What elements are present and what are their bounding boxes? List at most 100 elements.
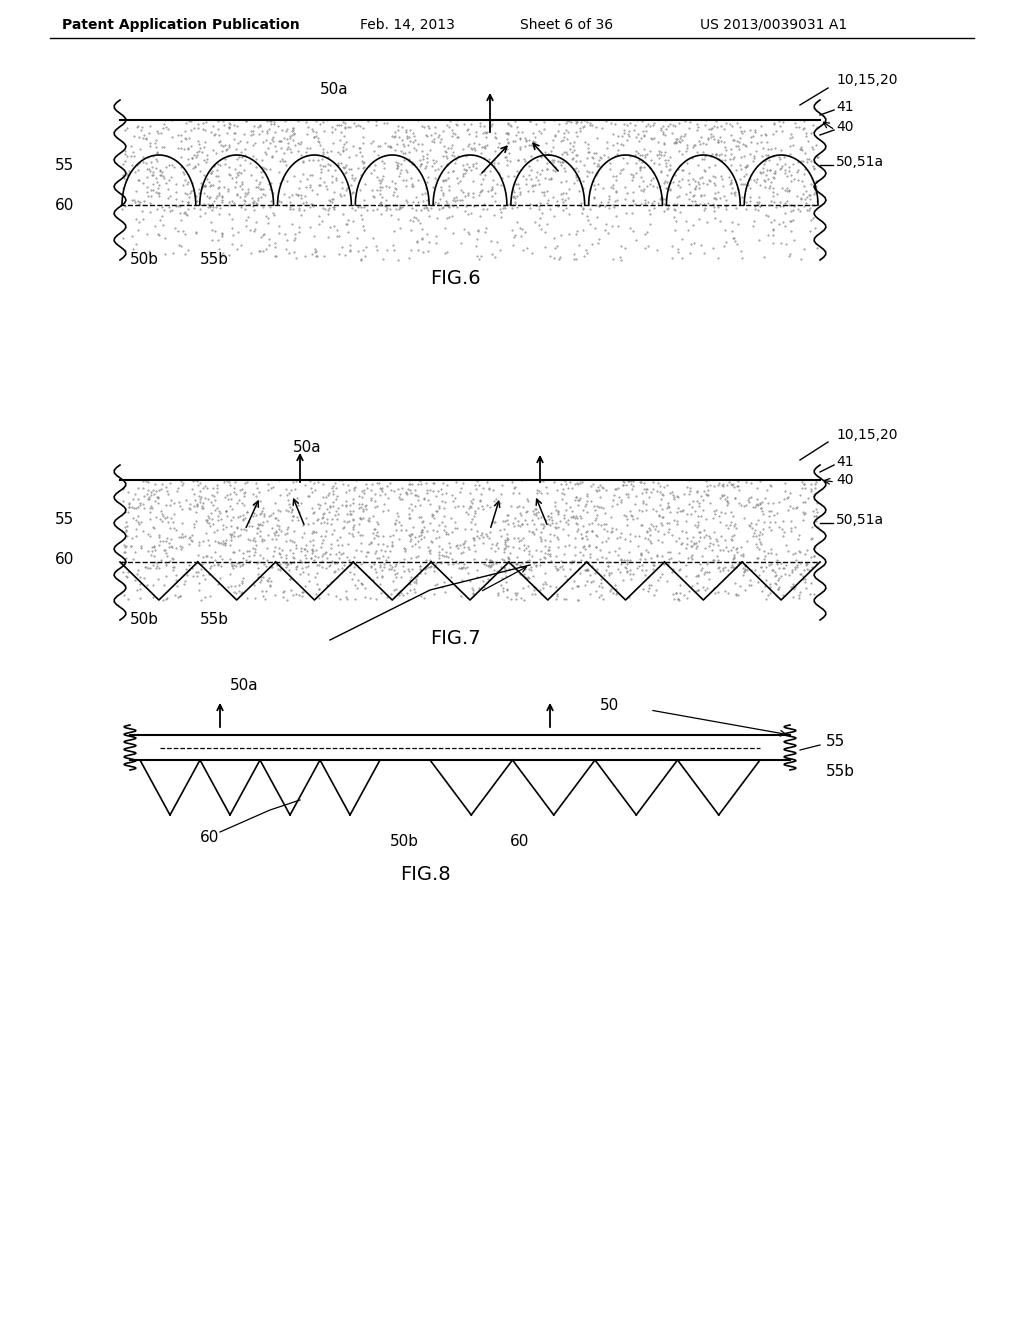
Point (799, 199, 815, 220)
Point (353, 205, 370, 226)
Point (194, 487, 210, 508)
Point (606, 478, 623, 499)
Point (209, 496, 225, 517)
Point (221, 191, 238, 213)
Point (263, 504, 280, 525)
Point (526, 583, 543, 605)
Point (641, 199, 657, 220)
Point (443, 144, 460, 165)
Point (691, 168, 708, 189)
Point (724, 529, 740, 550)
Point (241, 545, 257, 566)
Point (739, 174, 756, 195)
Point (803, 478, 819, 499)
Point (651, 144, 668, 165)
Point (609, 478, 626, 499)
Point (486, 149, 503, 170)
Point (808, 471, 824, 492)
Point (184, 565, 201, 586)
Point (620, 123, 636, 144)
Point (377, 541, 393, 562)
Point (570, 519, 587, 540)
Point (326, 561, 342, 582)
Point (578, 539, 594, 560)
Point (795, 183, 811, 205)
Point (436, 515, 453, 536)
Point (568, 144, 585, 165)
Point (651, 494, 668, 515)
Point (130, 478, 146, 499)
Point (463, 160, 479, 181)
Point (568, 165, 585, 186)
Point (535, 577, 551, 598)
Point (520, 576, 537, 597)
Point (140, 471, 157, 492)
Point (350, 513, 367, 535)
Point (795, 491, 811, 512)
Point (736, 561, 753, 582)
Point (121, 496, 137, 517)
Point (351, 498, 368, 519)
Point (384, 556, 400, 577)
Point (440, 180, 457, 201)
Point (253, 503, 269, 524)
Point (406, 153, 422, 174)
Point (787, 112, 804, 133)
Point (796, 164, 812, 185)
Point (463, 496, 479, 517)
Point (352, 496, 369, 517)
Point (682, 478, 698, 499)
Point (475, 169, 492, 190)
Point (260, 207, 276, 228)
Point (245, 135, 261, 156)
Point (534, 160, 550, 181)
Point (226, 158, 243, 180)
Point (537, 141, 553, 162)
Point (631, 525, 647, 546)
Point (615, 119, 632, 140)
Point (268, 554, 285, 576)
Point (710, 549, 726, 570)
Point (293, 144, 309, 165)
Point (272, 558, 289, 579)
Point (199, 186, 215, 207)
Point (627, 525, 643, 546)
Point (780, 540, 797, 561)
Point (313, 550, 330, 572)
Point (190, 484, 207, 506)
Point (536, 181, 552, 202)
Point (427, 191, 443, 213)
Point (742, 512, 759, 533)
Point (330, 535, 346, 556)
Point (373, 194, 389, 215)
Point (719, 517, 735, 539)
Point (666, 206, 682, 227)
Point (608, 181, 625, 202)
Point (114, 521, 130, 543)
Point (512, 503, 528, 524)
Point (184, 157, 201, 178)
Point (682, 546, 698, 568)
Point (312, 513, 329, 535)
Point (358, 478, 375, 499)
Point (732, 116, 749, 137)
Point (398, 189, 415, 210)
Point (548, 577, 564, 598)
Point (610, 125, 627, 147)
Point (582, 141, 598, 162)
Point (189, 117, 206, 139)
Point (783, 558, 800, 579)
Point (444, 490, 461, 511)
Point (809, 170, 825, 191)
Text: 60: 60 (55, 553, 75, 568)
Point (523, 560, 540, 581)
Point (581, 536, 597, 557)
Point (594, 531, 610, 552)
Point (216, 177, 232, 198)
Point (579, 560, 595, 581)
Point (261, 506, 278, 527)
Point (440, 168, 457, 189)
Point (179, 173, 196, 194)
Point (401, 572, 418, 593)
Point (446, 496, 463, 517)
